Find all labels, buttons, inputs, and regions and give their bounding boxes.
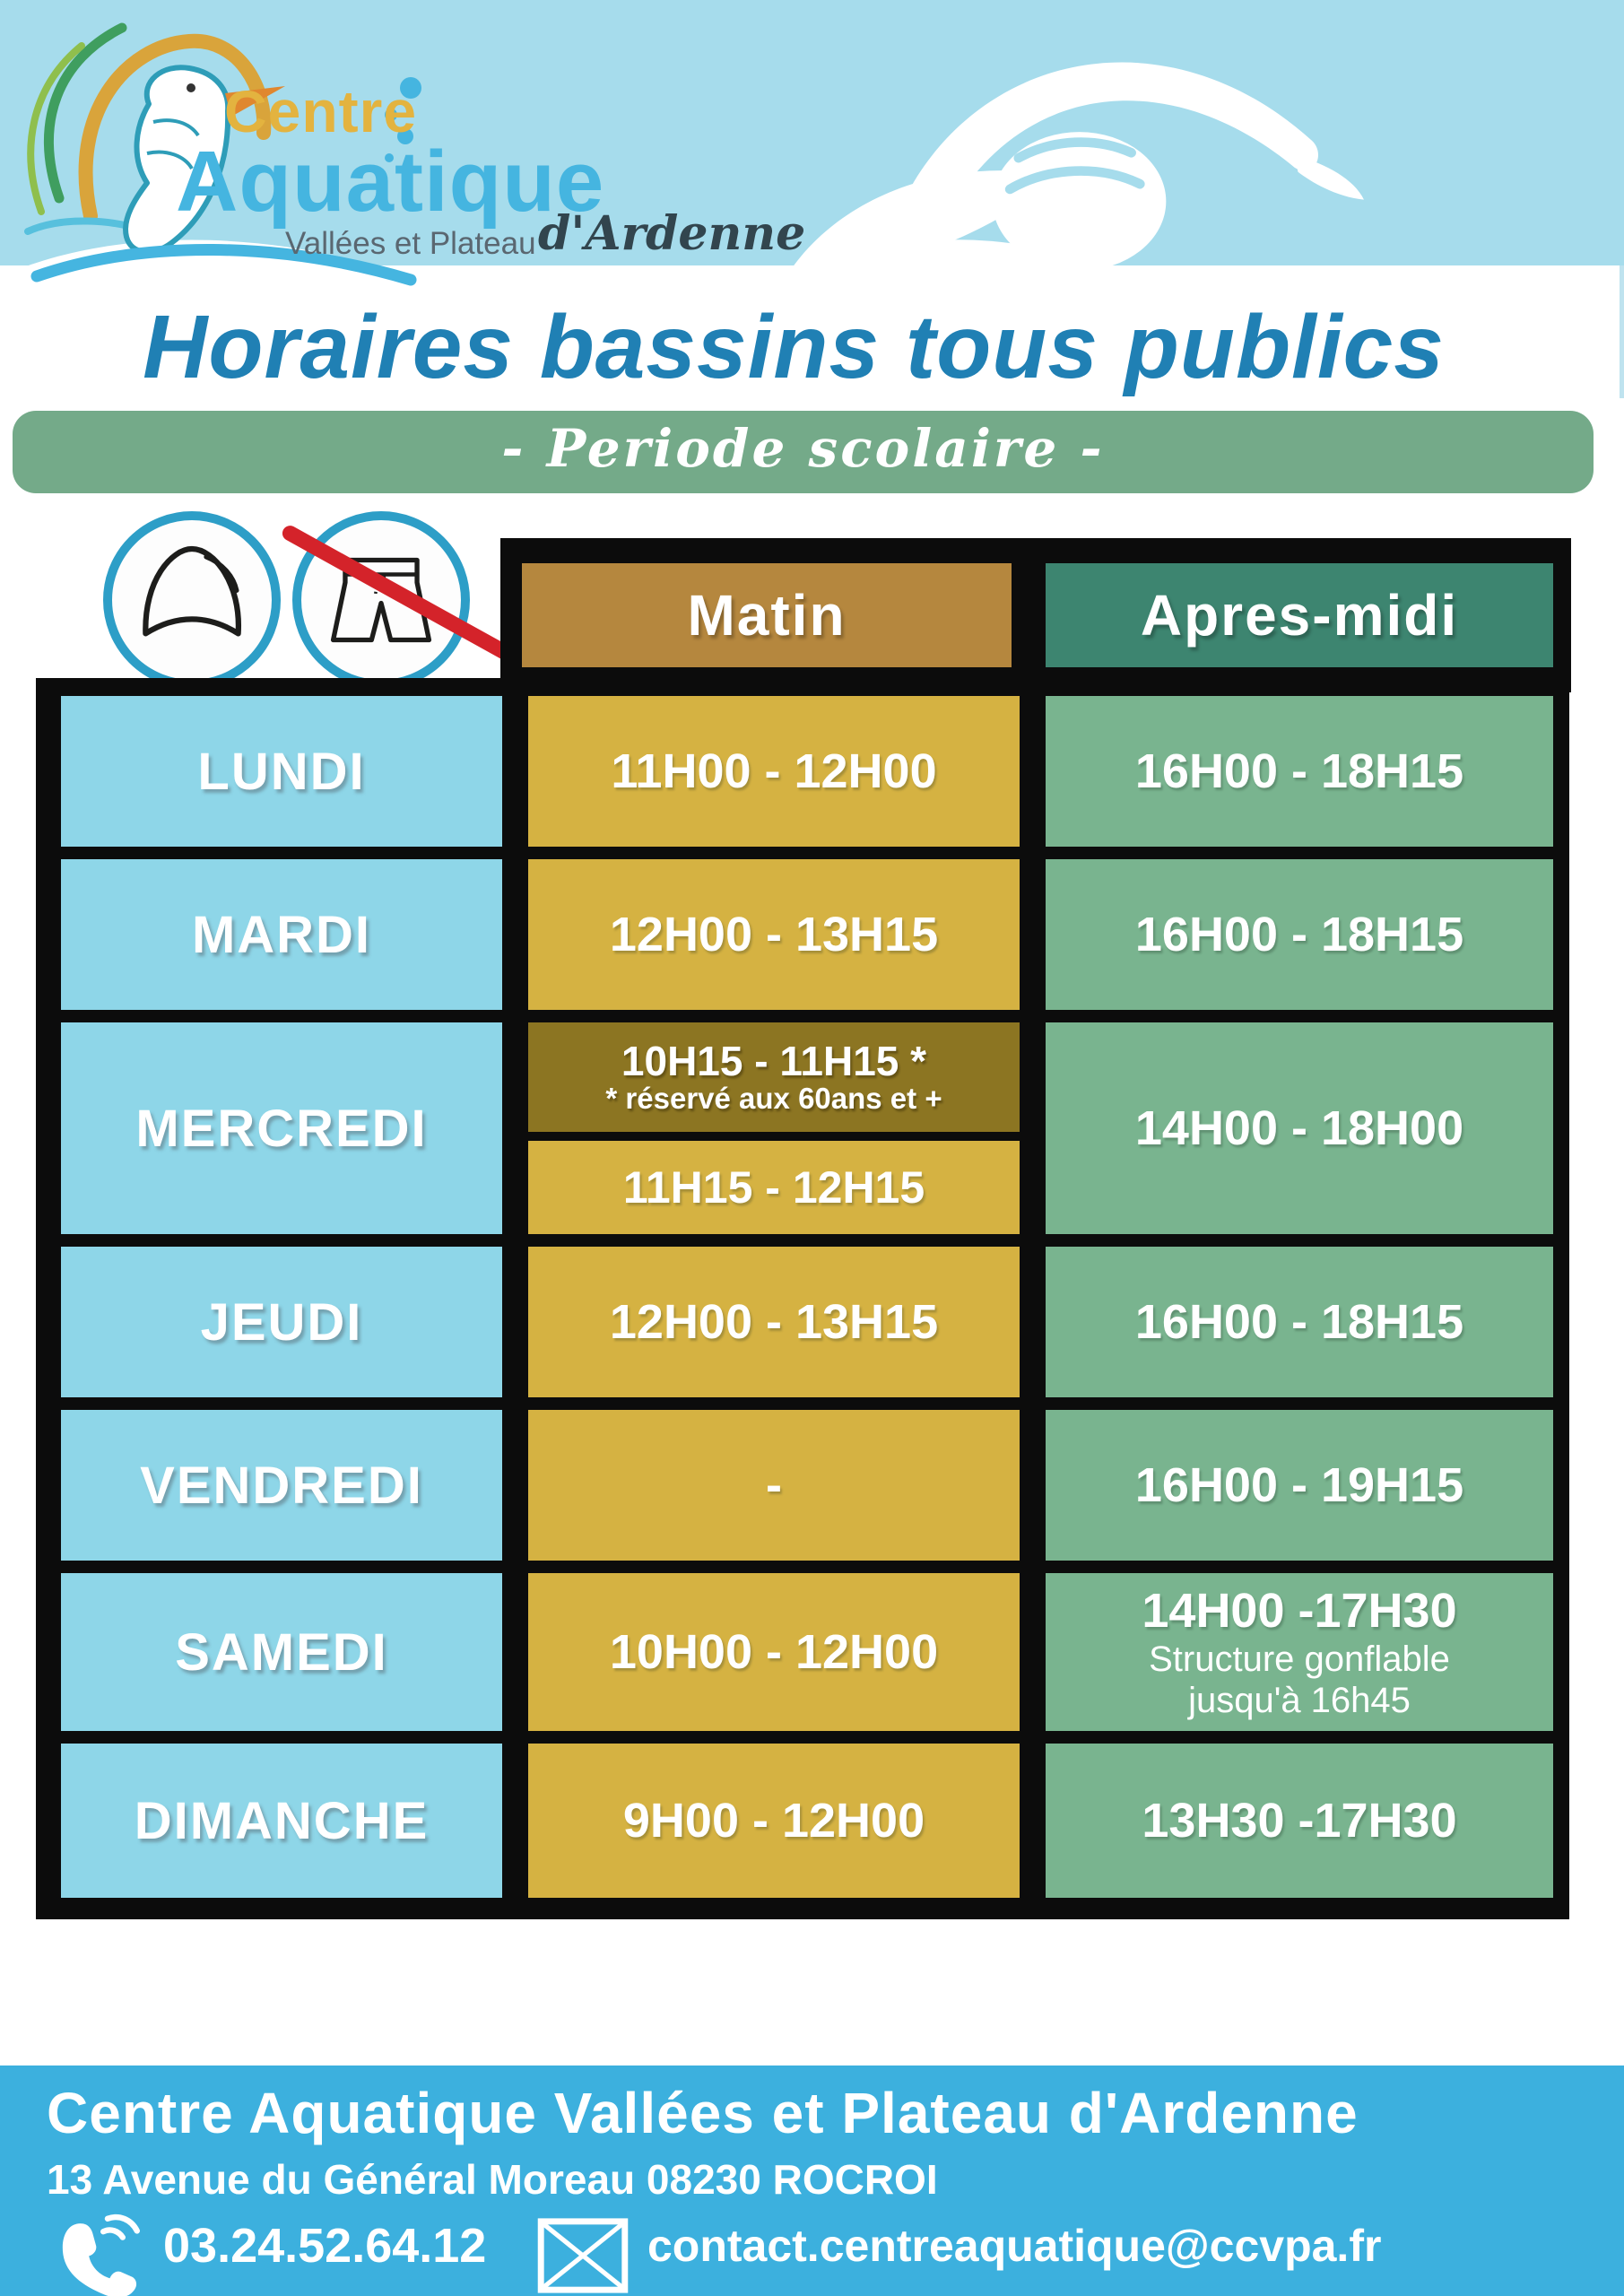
day-label-dimanche: DIMANCHE — [61, 1744, 502, 1898]
day-label-lundi: LUNDI — [61, 696, 502, 847]
day-label-mercredi: MERCREDI — [61, 1022, 502, 1234]
swim-cap-icon — [143, 545, 241, 637]
mercredi-senior-note: * réservé aux 60ans et + — [605, 1082, 942, 1115]
footer: Centre Aquatique Vallées et Plateau d'Ar… — [0, 2066, 1624, 2296]
mercredi-afternoon-time: 14H00 - 18H00 — [1046, 1022, 1553, 1234]
swim-cap-badge — [103, 511, 281, 689]
logo: Centre Aquatique Vallées et Plateau d'Ar… — [0, 0, 807, 323]
footer-phone-number: 03.24.52.64.12 — [163, 2219, 487, 2273]
lundi-morning-time: 11H00 - 12H00 — [528, 696, 1020, 847]
mardi-morning-time: 12H00 - 13H15 — [528, 859, 1020, 1010]
page-title: Horaires bassins tous publics — [143, 297, 1445, 397]
day-label-vendredi: VENDREDI — [61, 1410, 502, 1561]
schedule-table: LUNDI 11H00 - 12H00 16H00 - 18H15 MARDI … — [36, 678, 1569, 1919]
swimmer-icon — [789, 0, 1453, 274]
scan-edge-artifact — [1620, 265, 1624, 398]
jeudi-morning-time: 12H00 - 13H15 — [528, 1247, 1020, 1397]
footer-facility-name: Centre Aquatique Vallées et Plateau d'Ar… — [47, 2081, 1359, 2145]
dimanche-afternoon-time: 13H30 -17H30 — [1046, 1744, 1553, 1898]
lundi-afternoon-time: 16H00 - 18H15 — [1046, 696, 1553, 847]
logo-aquatique-text: Aquatique — [176, 134, 605, 230]
samedi-morning-time: 10H00 - 12H00 — [528, 1573, 1020, 1731]
subtitle-text: - Periode scolaire - — [501, 418, 1105, 479]
logo-bird-illustration — [5, 22, 436, 317]
mercredi-morning-time: 11H15 - 12H15 — [528, 1141, 1020, 1234]
samedi-afternoon-time: 14H00 -17H30 — [1142, 1584, 1457, 1638]
samedi-afternoon-note-1: Structure gonflable — [1149, 1639, 1450, 1679]
schedule-header: Matin Apres-midi — [500, 538, 1571, 692]
subtitle-banner: - Periode scolaire - — [13, 411, 1594, 493]
column-header-matin: Matin — [522, 563, 1012, 667]
mercredi-senior-slot: 10H15 - 11H15 * * réservé aux 60ans et + — [528, 1022, 1020, 1132]
vendredi-morning-time: - — [528, 1410, 1020, 1561]
logo-region-text: d'Ardenne — [538, 206, 806, 261]
column-header-apres-midi: Apres-midi — [1046, 563, 1553, 667]
phone-icon — [50, 2207, 143, 2296]
day-label-samedi: SAMEDI — [61, 1573, 502, 1731]
mercredi-morning-cell: 10H15 - 11H15 * * réservé aux 60ans et +… — [528, 1022, 1020, 1234]
samedi-afternoon-note-2: jusqu'à 16h45 — [1188, 1681, 1411, 1720]
envelope-icon — [536, 2216, 630, 2296]
footer-email: contact.centreaquatique@ccvpa.fr — [647, 2221, 1382, 2271]
mercredi-senior-time: 10H15 - 11H15 * — [621, 1037, 927, 1084]
jeudi-afternoon-time: 16H00 - 18H15 — [1046, 1247, 1553, 1397]
mardi-afternoon-time: 16H00 - 18H15 — [1046, 859, 1553, 1010]
day-label-jeudi: JEUDI — [61, 1247, 502, 1397]
dimanche-morning-time: 9H00 - 12H00 — [528, 1744, 1020, 1898]
footer-address: 13 Avenue du Général Moreau 08230 ROCROI — [47, 2156, 938, 2203]
logo-centre-text: Centre — [224, 78, 418, 144]
no-shorts-badge — [292, 511, 470, 689]
samedi-afternoon-cell: 14H00 -17H30 Structure gonflable jusqu'à… — [1046, 1573, 1553, 1731]
day-label-mardi: MARDI — [61, 859, 502, 1010]
vendredi-afternoon-time: 16H00 - 19H15 — [1046, 1410, 1553, 1561]
logo-tagline-text: Vallées et Plateau — [285, 226, 536, 261]
